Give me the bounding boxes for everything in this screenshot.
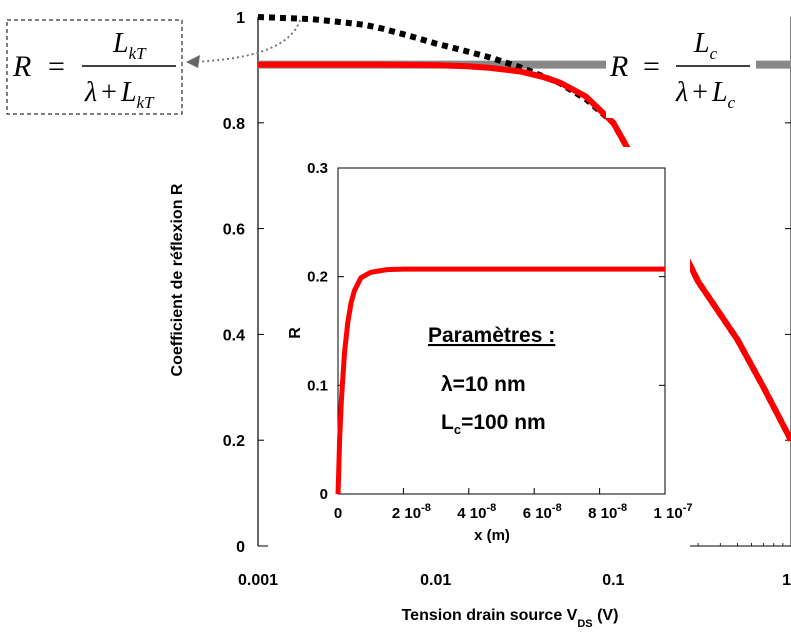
inset-plot-frame — [337, 167, 666, 495]
connector-arrowhead — [186, 55, 200, 68]
inset-y-tick-label: 0.1 — [307, 377, 328, 394]
inset-x-tick-label: 1 10-7 — [654, 502, 693, 522]
params-lc: Lc=100 nm — [441, 411, 546, 437]
right-eq-denominator: λ + Lc — [675, 77, 736, 112]
right-equation-bg — [606, 26, 756, 118]
right-eq-numerator: Lc — [693, 28, 718, 63]
left-eq-equals: = — [48, 50, 65, 83]
inset-x-tick-label: 6 10-8 — [523, 502, 562, 522]
inset-x-tick-label: 8 10-8 — [588, 502, 627, 522]
main-y-tick-label: 0.4 — [223, 327, 245, 344]
inset-y-axis-label: R — [287, 327, 304, 339]
left-equation: R = LkT λ + LkT — [6, 19, 183, 115]
inset-x-tick-label: 0 — [334, 505, 342, 522]
params-title: Paramètres : — [428, 324, 555, 347]
main-series-line — [257, 14, 791, 442]
left-equation-box — [6, 19, 183, 115]
right-eq-equals: = — [643, 50, 660, 83]
left-eq-denominator: λ + LkT — [84, 77, 155, 112]
inset-y-tick-label: 0.3 — [307, 160, 328, 177]
inset-chart: 0 0.1 0.2 0.3 0 2 10-8 4 10-8 6 10-8 8 10-8 1 10-… — [268, 147, 692, 559]
main-y-tick-label: 0.6 — [223, 222, 245, 239]
right-eq-lhs: R — [609, 50, 628, 83]
inset-y-tick-label: 0.2 — [307, 269, 328, 286]
left-eq-lhs: R — [12, 50, 31, 83]
main-x-tick-label: 0.1 — [602, 572, 624, 589]
main-x-tick-label: 0.01 — [420, 572, 451, 589]
main-series-line — [258, 61, 791, 442]
inset-series-line — [335, 266, 665, 495]
inset-y-tick-label: 0 — [320, 486, 328, 503]
main-y-tick-label: 0 — [236, 539, 245, 556]
main-x-tick-label: 0.001 — [238, 572, 278, 589]
main-y-tick-label: 1 — [236, 10, 245, 27]
left-eq-numerator: LkT — [112, 28, 147, 63]
right-equation: R = Lc λ + Lc — [606, 26, 756, 118]
inset-x-tick-label: 4 10-8 — [457, 502, 496, 522]
main-x-tick-label: 1 — [782, 572, 791, 589]
main-y-tick-label: 0.2 — [223, 433, 245, 450]
inset-x-tick-label: 2 10-8 — [392, 502, 431, 522]
params-lambda: λ=10 nm — [441, 373, 526, 396]
inset-x-axis-label: x (m) — [474, 527, 510, 544]
main-y-axis-label: Coefficient de réflexion R — [169, 183, 186, 376]
connector-arrow — [191, 19, 301, 63]
main-y-tick-label: 0.8 — [223, 116, 245, 133]
main-x-axis-label: Tension drain source VDS (V) — [402, 607, 619, 630]
